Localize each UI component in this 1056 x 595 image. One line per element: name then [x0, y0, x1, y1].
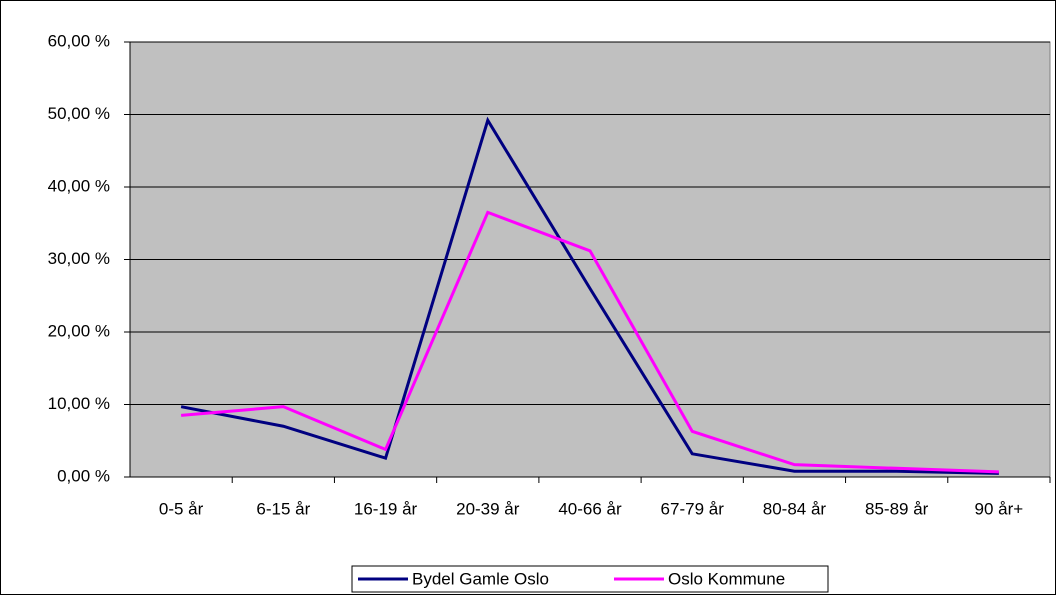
legend-label: Oslo Kommune — [668, 569, 785, 588]
x-tick-label: 16-19 år — [354, 499, 418, 518]
x-tick-label: 80-84 år — [763, 499, 827, 518]
y-tick-label: 60,00 % — [48, 31, 110, 50]
y-tick-label: 40,00 % — [48, 176, 110, 195]
x-tick-label: 85-89 år — [865, 499, 929, 518]
x-tick-label: 40-66 år — [558, 499, 622, 518]
x-tick-label: 0-5 år — [159, 499, 204, 518]
y-tick-label: 10,00 % — [48, 394, 110, 413]
x-tick-label: 6-15 år — [256, 499, 310, 518]
legend-label: Bydel Gamle Oslo — [412, 569, 549, 588]
series-line — [180, 116, 999, 475]
y-tick-label: 30,00 % — [48, 249, 110, 268]
y-tick-label: 20,00 % — [48, 321, 110, 340]
y-tick-label: 0,00 % — [57, 466, 110, 485]
x-tick-label: 67-79 år — [661, 499, 725, 518]
y-tick-label: 50,00 % — [48, 104, 110, 123]
legend-box — [351, 565, 829, 593]
x-tick-label: 20-39 år — [456, 499, 520, 518]
series-line — [180, 210, 999, 474]
x-tick-label: 90 år+ — [975, 499, 1024, 518]
